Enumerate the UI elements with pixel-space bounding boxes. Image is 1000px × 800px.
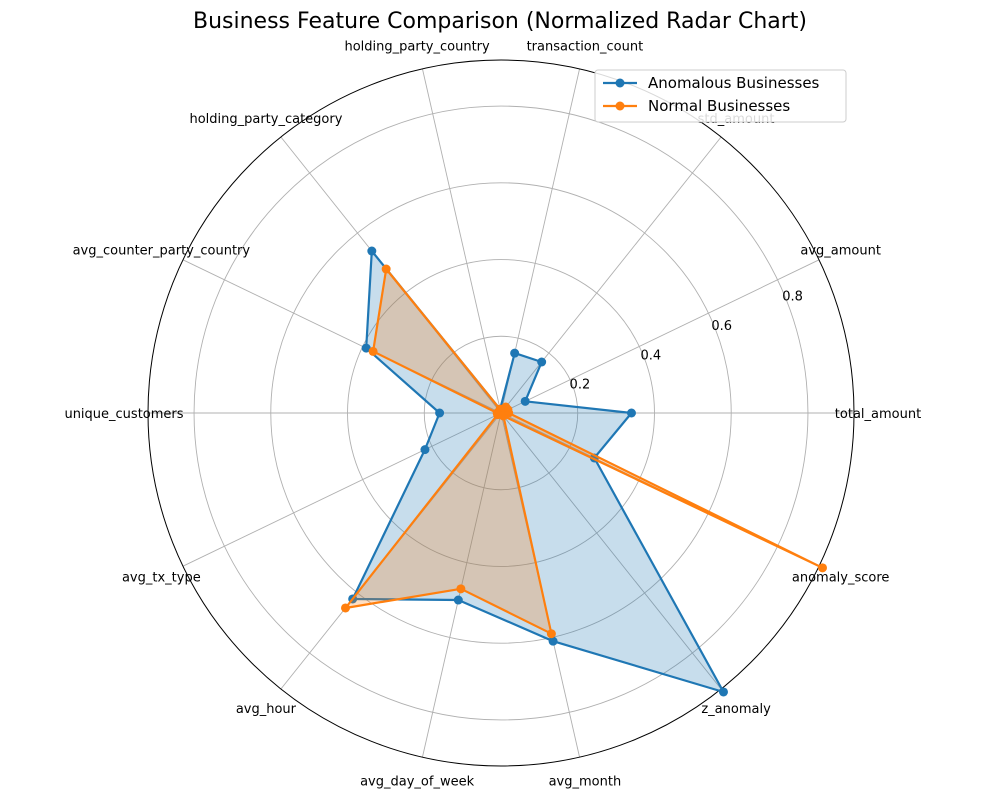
series-point [498, 411, 508, 421]
grid-spoke [500, 412, 722, 690]
axis-label-avg-amount: avg_amount [800, 243, 881, 258]
series-point [420, 445, 430, 455]
series-point [435, 408, 445, 418]
axis-label-holding-party-country: holding_party_country [344, 39, 490, 54]
grid-spoke [500, 136, 722, 414]
series-point [456, 584, 466, 594]
axis-labels: 0.20.40.60.8total_amountavg_amountstd_am… [64, 39, 921, 789]
series-point [361, 343, 371, 353]
series-point [718, 687, 728, 697]
axis-label-unique-customers: unique_customers [64, 407, 183, 422]
r-tick-label: 0.2 [570, 378, 591, 393]
legend-item-anomalous[interactable]: Anomalous Businesses [603, 74, 820, 92]
r-tick-label: 0.6 [711, 319, 732, 334]
legend[interactable]: Anomalous Businesses Normal Businesses [594, 69, 847, 123]
series-point [817, 563, 827, 573]
series-point [367, 246, 377, 256]
series-point [520, 396, 530, 406]
series-layer [341, 246, 827, 697]
series-point [546, 629, 556, 639]
axis-label-holding-party-category: holding_party_category [189, 112, 342, 127]
axis-label-avg-counter-party-country: avg_counter_party_country [73, 243, 251, 258]
series-area [352, 251, 724, 692]
series-1 [341, 264, 827, 639]
r-tick-label: 0.4 [640, 348, 661, 363]
axis-label-total-amount: total_amount [835, 407, 921, 422]
series-point [368, 346, 378, 356]
series-point [341, 603, 351, 613]
grid-spoke [422, 68, 502, 414]
axis-label-avg-tx-type: avg_tx_type [122, 571, 201, 586]
series-point [548, 636, 558, 646]
axis-label-z-anomaly: z_anomaly [701, 702, 771, 717]
outer-frame [147, 59, 855, 767]
series-point [381, 264, 391, 274]
r-tick-label: 0.8 [782, 290, 803, 305]
axis-label-avg-month: avg_month [549, 775, 622, 790]
axis-label-transaction-count: transaction_count [527, 39, 644, 54]
series-0 [348, 246, 728, 697]
series-point [510, 348, 520, 358]
legend-item-normal[interactable]: Normal Businesses [603, 97, 790, 115]
axis-label-avg-hour: avg_hour [236, 702, 297, 717]
series-point [537, 357, 547, 367]
axis-label-avg-day-of-week: avg_day_of_week [360, 775, 474, 790]
legend-label-normal: Normal Businesses [648, 97, 790, 115]
legend-label-anomalous: Anomalous Businesses [648, 74, 820, 92]
chart-title: Business Feature Comparison (Normalized … [193, 9, 807, 34]
grid-spoke [182, 412, 502, 567]
grid-spoke [500, 259, 820, 414]
series-point [626, 408, 636, 418]
axis-label-anomaly-score: anomaly_score [792, 571, 890, 586]
series-point [453, 595, 463, 605]
